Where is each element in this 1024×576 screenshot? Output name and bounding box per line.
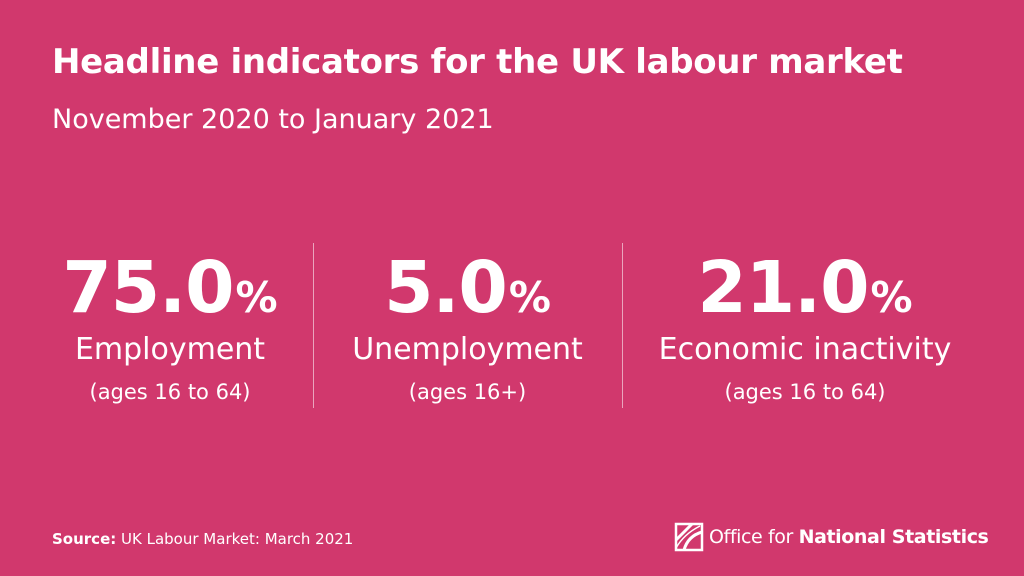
stat-sublabel: (ages 16 to 64): [89, 380, 251, 404]
source-key: Source:: [52, 530, 117, 548]
stat-label: Unemployment: [352, 332, 583, 367]
source-text: UK Labour Market: March 2021: [121, 530, 354, 548]
stat-label: Employment: [74, 332, 266, 367]
stat-sublabel: (ages 16 to 64): [724, 380, 886, 404]
stat-value: 21.0: [697, 246, 869, 329]
page-subtitle: November 2020 to January 2021: [52, 104, 494, 135]
stat-value-row: 21.0%: [625, 246, 985, 330]
stat-sublabel: (ages 16+): [408, 380, 527, 404]
stat-value: 5.0: [384, 246, 508, 329]
source-note: Source: UK Labour Market: March 2021: [52, 530, 353, 548]
divider: [622, 243, 623, 408]
divider: [313, 243, 314, 408]
stat-value-row: 5.0%: [315, 246, 620, 330]
stat-unit: %: [235, 273, 278, 322]
logo-text-bold: National Statistics: [798, 526, 989, 548]
logo-text-regular: Office for: [709, 526, 799, 548]
stat-value-row: 75.0%: [20, 246, 320, 330]
ons-logo-icon: [674, 522, 704, 552]
stat-label: Economic inactivity: [658, 332, 952, 367]
stat-unit: %: [508, 273, 551, 322]
stat-value: 75.0: [62, 246, 234, 329]
stat-unit: %: [870, 273, 913, 322]
stat-economic-inactivity: 21.0% Economic inactivity (ages 16 to 64…: [625, 246, 985, 410]
stat-unemployment: 5.0% Unemployment (ages 16+): [315, 246, 620, 410]
page-title: Headline indicators for the UK labour ma…: [52, 42, 903, 82]
ons-logo: Office for National Statistics: [674, 522, 989, 552]
logo-text: Office for National Statistics: [709, 526, 989, 548]
stat-employment: 75.0% Employment (ages 16 to 64): [20, 246, 320, 410]
